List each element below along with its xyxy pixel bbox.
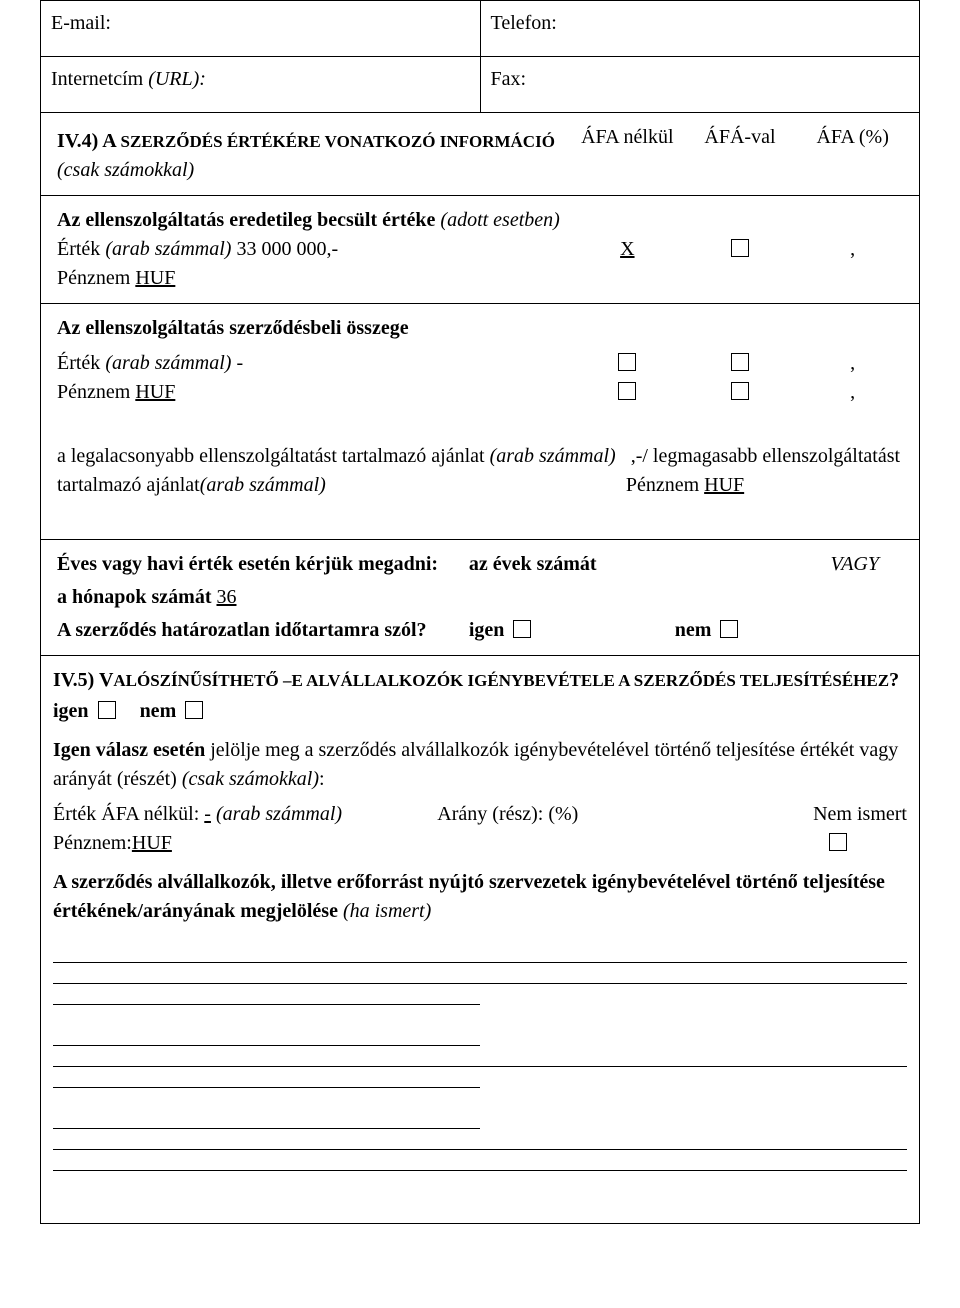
ertek-dash: - bbox=[204, 803, 211, 825]
iv4-heading-italic: (csak számokkal) bbox=[57, 159, 194, 181]
phone-label: Telefon: bbox=[491, 12, 557, 34]
last-bold: A szerződés alvállalkozók, illetve erőfo… bbox=[53, 871, 885, 922]
iv4-yearly-cell: Éves vagy havi érték esetén kérjük megad… bbox=[41, 540, 920, 656]
comma-2a: , bbox=[850, 352, 855, 374]
comma-1: , bbox=[850, 238, 855, 260]
currency-huf-2: HUF bbox=[135, 381, 175, 403]
iv4-heading-part1: IV.4) A bbox=[57, 130, 121, 152]
checkbox-iv5-igen[interactable] bbox=[98, 701, 116, 719]
est-value-italic: (arab számmal) bbox=[105, 238, 231, 260]
iv4-heading-caps: SZERZŐDÉS ÉRTÉKÉRE VONATKOZÓ INFORMÁCIÓ bbox=[121, 132, 555, 151]
iv5-igenbold: Igen válasz esetén bbox=[53, 739, 210, 761]
lowest-currency-pre: Pénznem bbox=[326, 474, 704, 496]
iv5-igenitalic: (csak számokkal) bbox=[182, 768, 319, 790]
fax-label: Fax: bbox=[491, 68, 527, 90]
col-afaval: ÁFÁ-val bbox=[684, 121, 797, 187]
iv5-colon: : bbox=[319, 768, 325, 790]
iv5-cell: IV.5) VALÓSZÍNŰSÍTHETŐ –E ALVÁLLALKOZÓK … bbox=[41, 656, 920, 1224]
email-label: E-mail: bbox=[51, 12, 111, 34]
checkbox-igen-1[interactable] bbox=[513, 620, 531, 638]
document-table: E-mail: Telefon: Internetcím (URL): Fax: bbox=[40, 0, 920, 1224]
iv5-igen: igen bbox=[53, 700, 89, 722]
currency-huf: HUF bbox=[135, 267, 175, 289]
val-italic-2: (arab számmal) bbox=[105, 352, 231, 374]
lowest-italic2: (arab számmal) bbox=[200, 474, 326, 496]
nem-1: nem bbox=[675, 619, 712, 641]
iv4-estimated-cell: Az ellenszolgáltatás eredetileg becsült … bbox=[41, 196, 920, 304]
months-num: 36 bbox=[216, 586, 236, 608]
est-value-pre: Érték bbox=[57, 238, 105, 260]
iv5-nem: nem bbox=[140, 700, 177, 722]
last-italic: (ha ismert) bbox=[343, 900, 431, 922]
penznem-huf: HUF bbox=[132, 832, 172, 854]
url-label-italic: (URL): bbox=[148, 68, 206, 90]
iv5-heading-strong: IV.5) V bbox=[53, 669, 113, 691]
est-line1-italic: (adott esetben) bbox=[440, 209, 559, 231]
checkbox-nem-ismert[interactable] bbox=[829, 833, 847, 851]
currency-pre: Pénznem bbox=[57, 267, 135, 289]
est-value-num: 33 000 000,- bbox=[231, 238, 338, 260]
iv4-heading-cell: IV.4) A SZERZŐDÉS ÉRTÉKÉRE VONATKOZÓ INF… bbox=[41, 113, 920, 196]
val-pre-2: Érték bbox=[57, 352, 105, 374]
checkbox-afaval-2a[interactable] bbox=[731, 353, 749, 371]
checkbox-nem-1[interactable] bbox=[720, 620, 738, 638]
url-label: Internetcím bbox=[51, 68, 148, 90]
est-line1-pre: Az ellenszolgáltatás eredetileg becsült … bbox=[57, 209, 440, 231]
lowest-currency-huf: HUF bbox=[704, 474, 744, 496]
email-cell: E-mail: bbox=[41, 1, 481, 57]
checkbox-nelkul-2a[interactable] bbox=[618, 353, 636, 371]
x-mark: X bbox=[620, 238, 634, 260]
checkbox-afaval-2b[interactable] bbox=[731, 382, 749, 400]
penznem-pre: Pénznem: bbox=[53, 832, 132, 854]
igen-1: igen bbox=[469, 619, 505, 641]
yearly-label: Éves vagy havi érték esetén kérjük megad… bbox=[57, 553, 438, 575]
checkbox-nelkul-2b[interactable] bbox=[618, 382, 636, 400]
col-afa-pct: ÁFA (%) bbox=[796, 121, 909, 187]
checkbox-afaval-1[interactable] bbox=[731, 239, 749, 257]
vagy: VAGY bbox=[830, 553, 879, 575]
contract-sum-heading: Az ellenszolgáltatás szerződésbeli össze… bbox=[57, 317, 409, 339]
iv5-heading-q: ? bbox=[889, 669, 899, 691]
iv4-contract-sum-cell: Az ellenszolgáltatás szerződésbeli össze… bbox=[41, 304, 920, 540]
lowest-italic1: (arab számmal) bbox=[490, 445, 616, 467]
col-afa-nelkul: ÁFA nélkül bbox=[571, 121, 684, 187]
phone-cell: Telefon: bbox=[480, 1, 920, 57]
months-pre: a hónapok számát bbox=[57, 586, 216, 608]
blank-lines bbox=[53, 936, 907, 1205]
indef-q: A szerződés határozatlan időtartamra szó… bbox=[57, 619, 427, 641]
fax-cell: Fax: bbox=[480, 57, 920, 113]
arany: Arány (rész): (%) bbox=[437, 803, 578, 825]
ertek-pre: Érték ÁFA nélkül: bbox=[53, 803, 204, 825]
currency-pre-2: Pénznem bbox=[57, 381, 135, 403]
iv5-heading-caps: ALÓSZÍNŰSÍTHETŐ –E ALVÁLLALKOZÓK IGÉNYBE… bbox=[113, 671, 889, 690]
ertek-italic: (arab számmal) bbox=[211, 803, 342, 825]
checkbox-iv5-nem[interactable] bbox=[185, 701, 203, 719]
years-label: az évek számát bbox=[469, 553, 597, 575]
lowest-pre: a legalacsonyabb ellenszolgáltatást tart… bbox=[57, 445, 490, 467]
url-cell: Internetcím (URL): bbox=[41, 57, 481, 113]
comma-2b: , bbox=[850, 381, 855, 403]
nem-ismert: Nem ismert bbox=[813, 803, 907, 825]
val-dash: - bbox=[231, 352, 243, 374]
